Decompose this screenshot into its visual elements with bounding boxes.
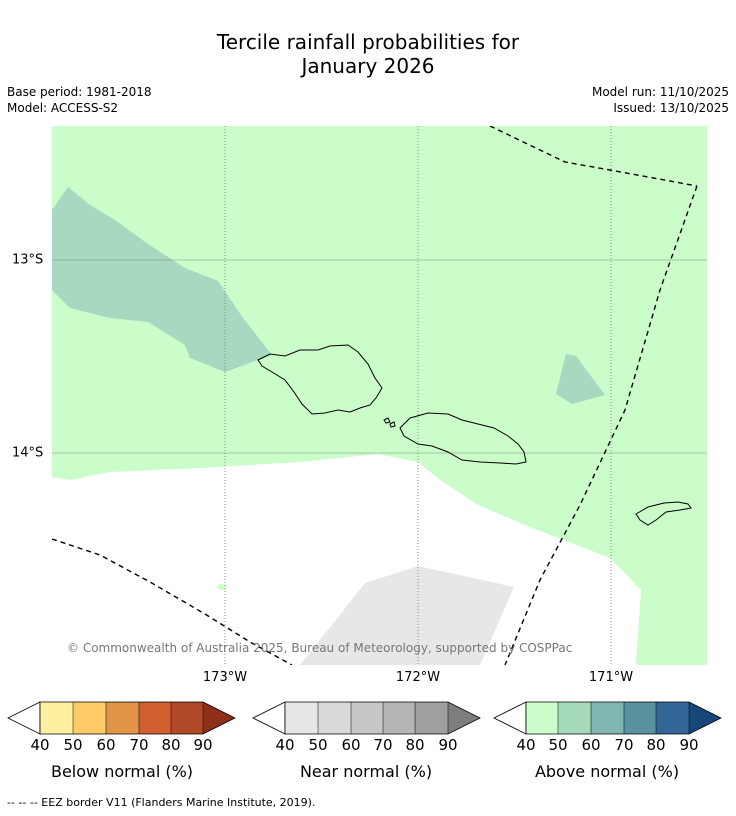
above-normal-50-patch xyxy=(556,354,605,404)
cb3-tick: 90 xyxy=(679,736,699,754)
above-normal-spot xyxy=(217,584,227,590)
cb2-swatch-40 xyxy=(285,702,318,734)
colorbar-near-normal xyxy=(252,701,481,735)
cb1-upper-extension xyxy=(203,702,235,734)
model-run: Model run: 11/10/2025 xyxy=(591,85,729,99)
cb1-swatch-40 xyxy=(40,702,73,734)
cb2-tick: 50 xyxy=(308,736,328,754)
cb1-swatch-50 xyxy=(73,702,106,734)
cb2-tick: 70 xyxy=(373,736,393,754)
title-line-1: Tercile rainfall probabilities for xyxy=(216,30,520,54)
issued-date: Issued: 13/10/2025 xyxy=(613,101,729,115)
eez-border-north xyxy=(489,126,698,187)
cb2-upper-extension xyxy=(448,702,480,734)
cb-label-above-normal: Above normal (%) xyxy=(534,762,680,781)
near-normal-40-region xyxy=(300,566,514,665)
lat-label-13s: 13°S xyxy=(12,252,44,268)
cb2-swatch-80 xyxy=(415,702,448,734)
cb1-tick: 70 xyxy=(129,736,149,754)
cb1-lower-extension xyxy=(7,701,41,735)
cb3-swatch-50 xyxy=(558,702,591,734)
cb3-tick: 50 xyxy=(548,736,568,754)
cb3-tick: 80 xyxy=(646,736,666,754)
cb1-swatch-60 xyxy=(106,702,139,734)
cb2-tick: 40 xyxy=(275,736,295,754)
cb3-tick: 40 xyxy=(516,736,536,754)
lon-label-171w: 171°W xyxy=(588,670,634,685)
eez-border-east xyxy=(504,185,698,665)
manono-islet xyxy=(383,417,391,424)
lon-label-172w: 172°W xyxy=(395,670,441,685)
above-normal-50-region xyxy=(52,187,272,372)
tutuila-island xyxy=(635,501,692,526)
colorbar-below-normal xyxy=(7,701,236,735)
cb2-lower-extension xyxy=(252,701,286,735)
copyright-notice: © Commonwealth of Australia 2025, Bureau… xyxy=(67,641,573,655)
meta-left: Base period: 1981-2018 Model: ACCESS-S2 xyxy=(7,84,152,116)
cb1-tick: 50 xyxy=(63,736,83,754)
cb1-tick: 90 xyxy=(193,736,213,754)
cb1-swatch-80 xyxy=(171,702,203,734)
cb-label-near-normal: Near normal (%) xyxy=(299,762,433,781)
cb3-swatch-80 xyxy=(656,702,689,734)
map-title: Tercile rainfall probabilities for Janua… xyxy=(0,30,736,78)
above-normal-40-region xyxy=(52,126,707,665)
cb1-tick: 60 xyxy=(96,736,116,754)
lat-label-14s: 14°S xyxy=(12,445,44,461)
lon-label-173w: 173°W xyxy=(202,670,248,685)
cb2-tick: 60 xyxy=(341,736,361,754)
cb3-swatch-70 xyxy=(624,702,656,734)
cb2-swatch-60 xyxy=(351,702,383,734)
cb2-swatch-50 xyxy=(318,702,351,734)
model-name: Model: ACCESS-S2 xyxy=(7,101,119,115)
base-period: Base period: 1981-2018 xyxy=(7,85,152,99)
cb3-lower-extension xyxy=(493,701,527,735)
cb3-upper-extension xyxy=(689,702,721,734)
cb-label-below-normal: Below normal (%) xyxy=(50,762,194,781)
cb3-swatch-40 xyxy=(526,702,558,734)
cb3-tick: 70 xyxy=(614,736,634,754)
title-line-2: January 2026 xyxy=(301,54,435,78)
meta-right: Model run: 11/10/2025 Issued: 13/10/2025 xyxy=(592,84,729,116)
cb3-tick: 60 xyxy=(581,736,601,754)
upolu-island xyxy=(399,412,527,465)
colorbar-above-normal xyxy=(493,701,722,735)
eez-border-south xyxy=(52,538,293,665)
cb1-tick: 80 xyxy=(161,736,181,754)
cb2-swatch-70 xyxy=(383,702,415,734)
savaii-island xyxy=(257,344,383,415)
apolima-islet xyxy=(389,421,396,428)
eez-footer-note: -- -- -- EEZ border V11 (Flanders Marine… xyxy=(7,796,316,809)
cb1-swatch-70 xyxy=(139,702,171,734)
cb2-tick: 80 xyxy=(405,736,425,754)
cb3-swatch-60 xyxy=(591,702,624,734)
cb1-tick: 40 xyxy=(30,736,50,754)
cb2-tick: 90 xyxy=(438,736,458,754)
